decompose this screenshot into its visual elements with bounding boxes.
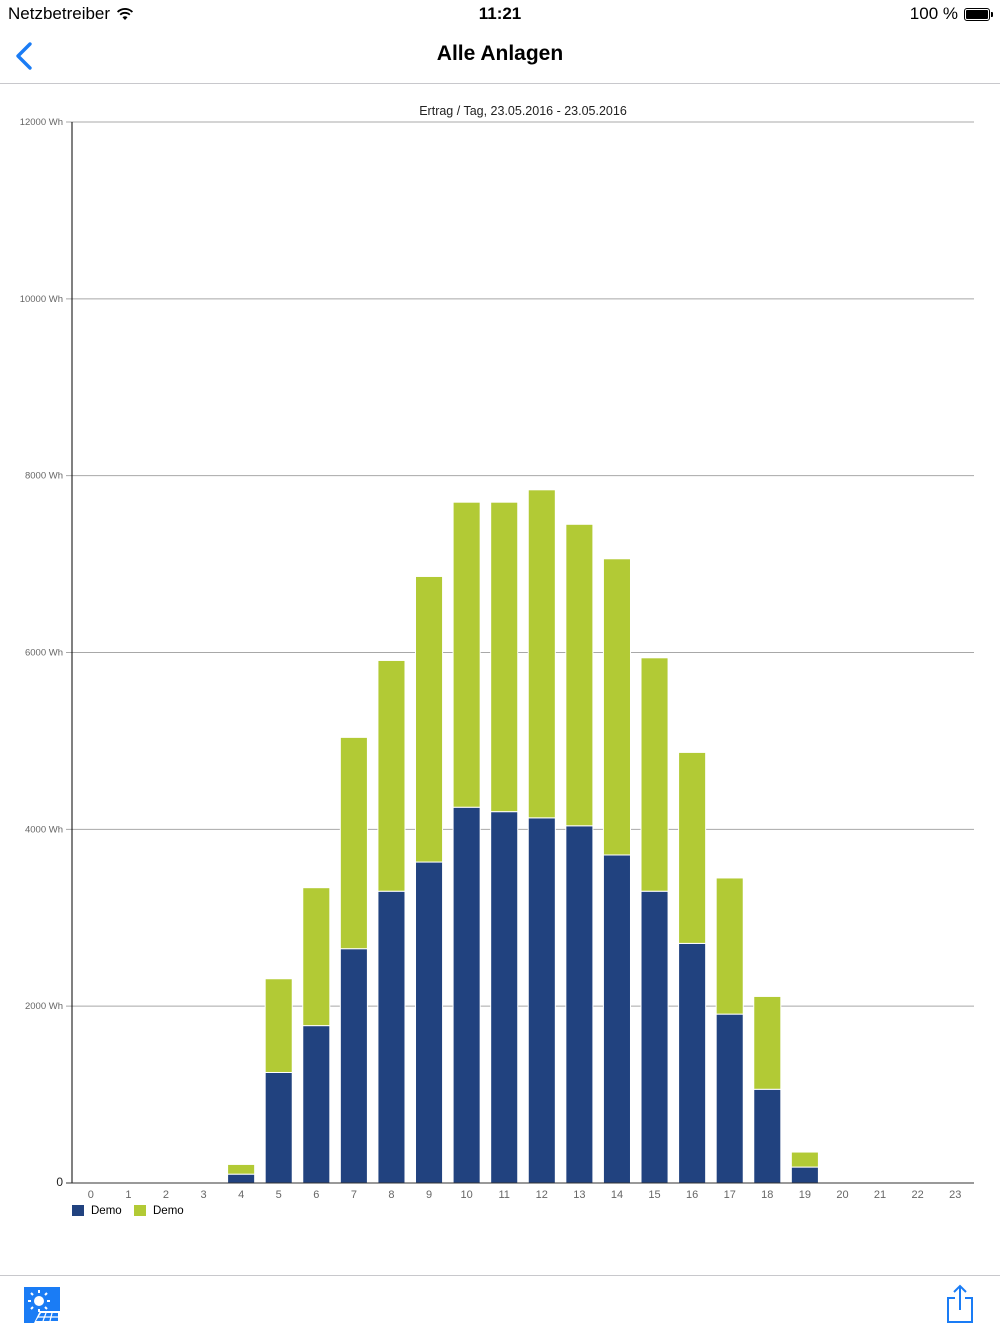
- battery-label: 100 %: [909, 4, 958, 23]
- y-tick-label: 0: [56, 1175, 63, 1189]
- bar-segment-series-1: [227, 1173, 256, 1184]
- y-axis-ticks: 0 2000 Wh 4000 Wh 6000 Wh 8000 Wh 10000 Wh 120…: [20, 117, 64, 1189]
- x-tick-label: 16: [686, 1189, 698, 1201]
- bar-segment-series-2: [264, 978, 293, 1073]
- y-tick-label: 10000 Wh: [20, 294, 63, 305]
- bar-segment-series-1: [302, 1025, 331, 1184]
- x-tick-label: 2: [163, 1189, 169, 1201]
- bar-segment-series-2: [715, 877, 744, 1015]
- legend: Demo Demo: [72, 1205, 184, 1217]
- legend-swatch: [134, 1205, 146, 1216]
- battery-icon: [964, 7, 993, 21]
- bar-segment-series-2: [602, 558, 631, 856]
- x-tick-label: 22: [912, 1189, 924, 1201]
- bar-segment-series-1: [490, 811, 519, 1184]
- bar-segment-series-1: [640, 890, 669, 1184]
- x-tick-label: 19: [799, 1189, 811, 1201]
- back-button[interactable]: [8, 38, 42, 74]
- bottom-toolbar: [0, 1275, 1000, 1334]
- legend-label: Demo: [91, 1205, 122, 1217]
- x-tick-label: 14: [611, 1189, 623, 1201]
- x-tick-label: 4: [238, 1189, 244, 1201]
- bar-segment-series-1: [452, 806, 481, 1184]
- x-tick-label: 15: [648, 1189, 660, 1201]
- legend-swatch: [72, 1205, 84, 1216]
- bar-segment-series-1: [602, 854, 631, 1184]
- y-tick-label: 4000 Wh: [25, 824, 63, 835]
- x-tick-label: 11: [498, 1189, 509, 1201]
- y-tick-label: 6000 Wh: [25, 648, 63, 659]
- page-title: Alle Anlagen: [436, 42, 564, 65]
- status-time: 11:21: [478, 4, 522, 23]
- bar-segment-series-1: [753, 1088, 782, 1184]
- chart-title: Ertrag / Tag, 23.05.2016 - 23.05.2016: [419, 104, 627, 118]
- bar-segment-series-1: [565, 825, 594, 1184]
- x-tick-label: 8: [388, 1189, 394, 1201]
- bar-segment-series-2: [640, 657, 669, 892]
- x-tick-label: 23: [949, 1189, 961, 1201]
- x-tick-label: 17: [724, 1189, 736, 1201]
- yield-chart: Ertrag / Tag, 23.05.2016 - 23.05.2016 0 2…: [20, 104, 974, 1217]
- x-tick-label: 7: [351, 1189, 357, 1201]
- bar-segment-series-2: [565, 523, 594, 827]
- x-tick-label: 20: [836, 1189, 848, 1201]
- solar-panel-icon: [24, 1287, 60, 1323]
- x-tick-label: 21: [874, 1189, 886, 1201]
- x-tick-label: 3: [200, 1189, 206, 1201]
- solar-panel-button[interactable]: [24, 1287, 60, 1323]
- bar-segment-series-2: [339, 736, 368, 950]
- grid-lines: [66, 121, 974, 1007]
- bars: [227, 489, 819, 1184]
- bar-segment-series-2: [790, 1151, 819, 1168]
- x-tick-label: 10: [461, 1189, 473, 1201]
- x-tick-label: 5: [276, 1189, 282, 1201]
- bar-segment-series-2: [415, 575, 444, 863]
- bar-segment-series-2: [227, 1163, 256, 1175]
- chevron-left-icon: [16, 42, 32, 70]
- bar-segment-series-2: [377, 659, 406, 892]
- x-tick-label: 9: [426, 1189, 432, 1201]
- bar-segment-series-1: [678, 942, 707, 1184]
- bar-segment-series-2: [527, 489, 556, 819]
- x-tick-label: 1: [125, 1189, 131, 1201]
- x-tick-label: 18: [761, 1189, 773, 1201]
- nav-bar: Alle Anlagen: [0, 28, 1000, 84]
- share-icon: [947, 1284, 973, 1323]
- bar-segment-series-1: [264, 1071, 293, 1184]
- bar-segment-series-2: [302, 887, 331, 1027]
- status-bar: Netzbetreiber 11:21 100 %: [0, 0, 1000, 28]
- bar-segment-series-1: [790, 1166, 819, 1184]
- axes: [66, 122, 974, 1184]
- bar-segment-series-2: [490, 501, 519, 813]
- status-right: 100 %: [909, 4, 993, 24]
- bar-segment-series-1: [527, 817, 556, 1184]
- bar-segment-series-2: [452, 501, 481, 808]
- y-tick-label: 2000 Wh: [25, 1001, 63, 1012]
- y-tick-label: 8000 Wh: [25, 471, 63, 482]
- x-tick-label: 6: [313, 1189, 319, 1201]
- bar-segment-series-1: [415, 861, 444, 1184]
- bar-segment-series-1: [377, 890, 406, 1184]
- bar-segment-series-2: [753, 995, 782, 1090]
- share-button[interactable]: [946, 1284, 974, 1324]
- bar-segment-series-2: [678, 751, 707, 944]
- x-tick-label: 12: [536, 1189, 548, 1201]
- bar-segment-series-1: [715, 1013, 744, 1184]
- status-left: Netzbetreiber: [8, 4, 134, 24]
- chart-container: Ertrag / Tag, 23.05.2016 - 23.05.2016 0 2…: [0, 92, 1000, 1232]
- x-tick-label: 13: [573, 1189, 585, 1201]
- wifi-icon: [117, 8, 134, 20]
- carrier-label: Netzbetreiber: [8, 4, 111, 23]
- bar-segment-series-1: [339, 948, 368, 1184]
- x-axis-ticks: 0 1 2 3 4 5 6 7 8 9 10 11 12 13 14 15 16 17 18 19 20 21 22 23: [88, 1189, 962, 1201]
- x-tick-label: 0: [88, 1189, 94, 1201]
- legend-label: Demo: [153, 1205, 184, 1217]
- y-tick-label: 12000 Wh: [20, 117, 63, 128]
